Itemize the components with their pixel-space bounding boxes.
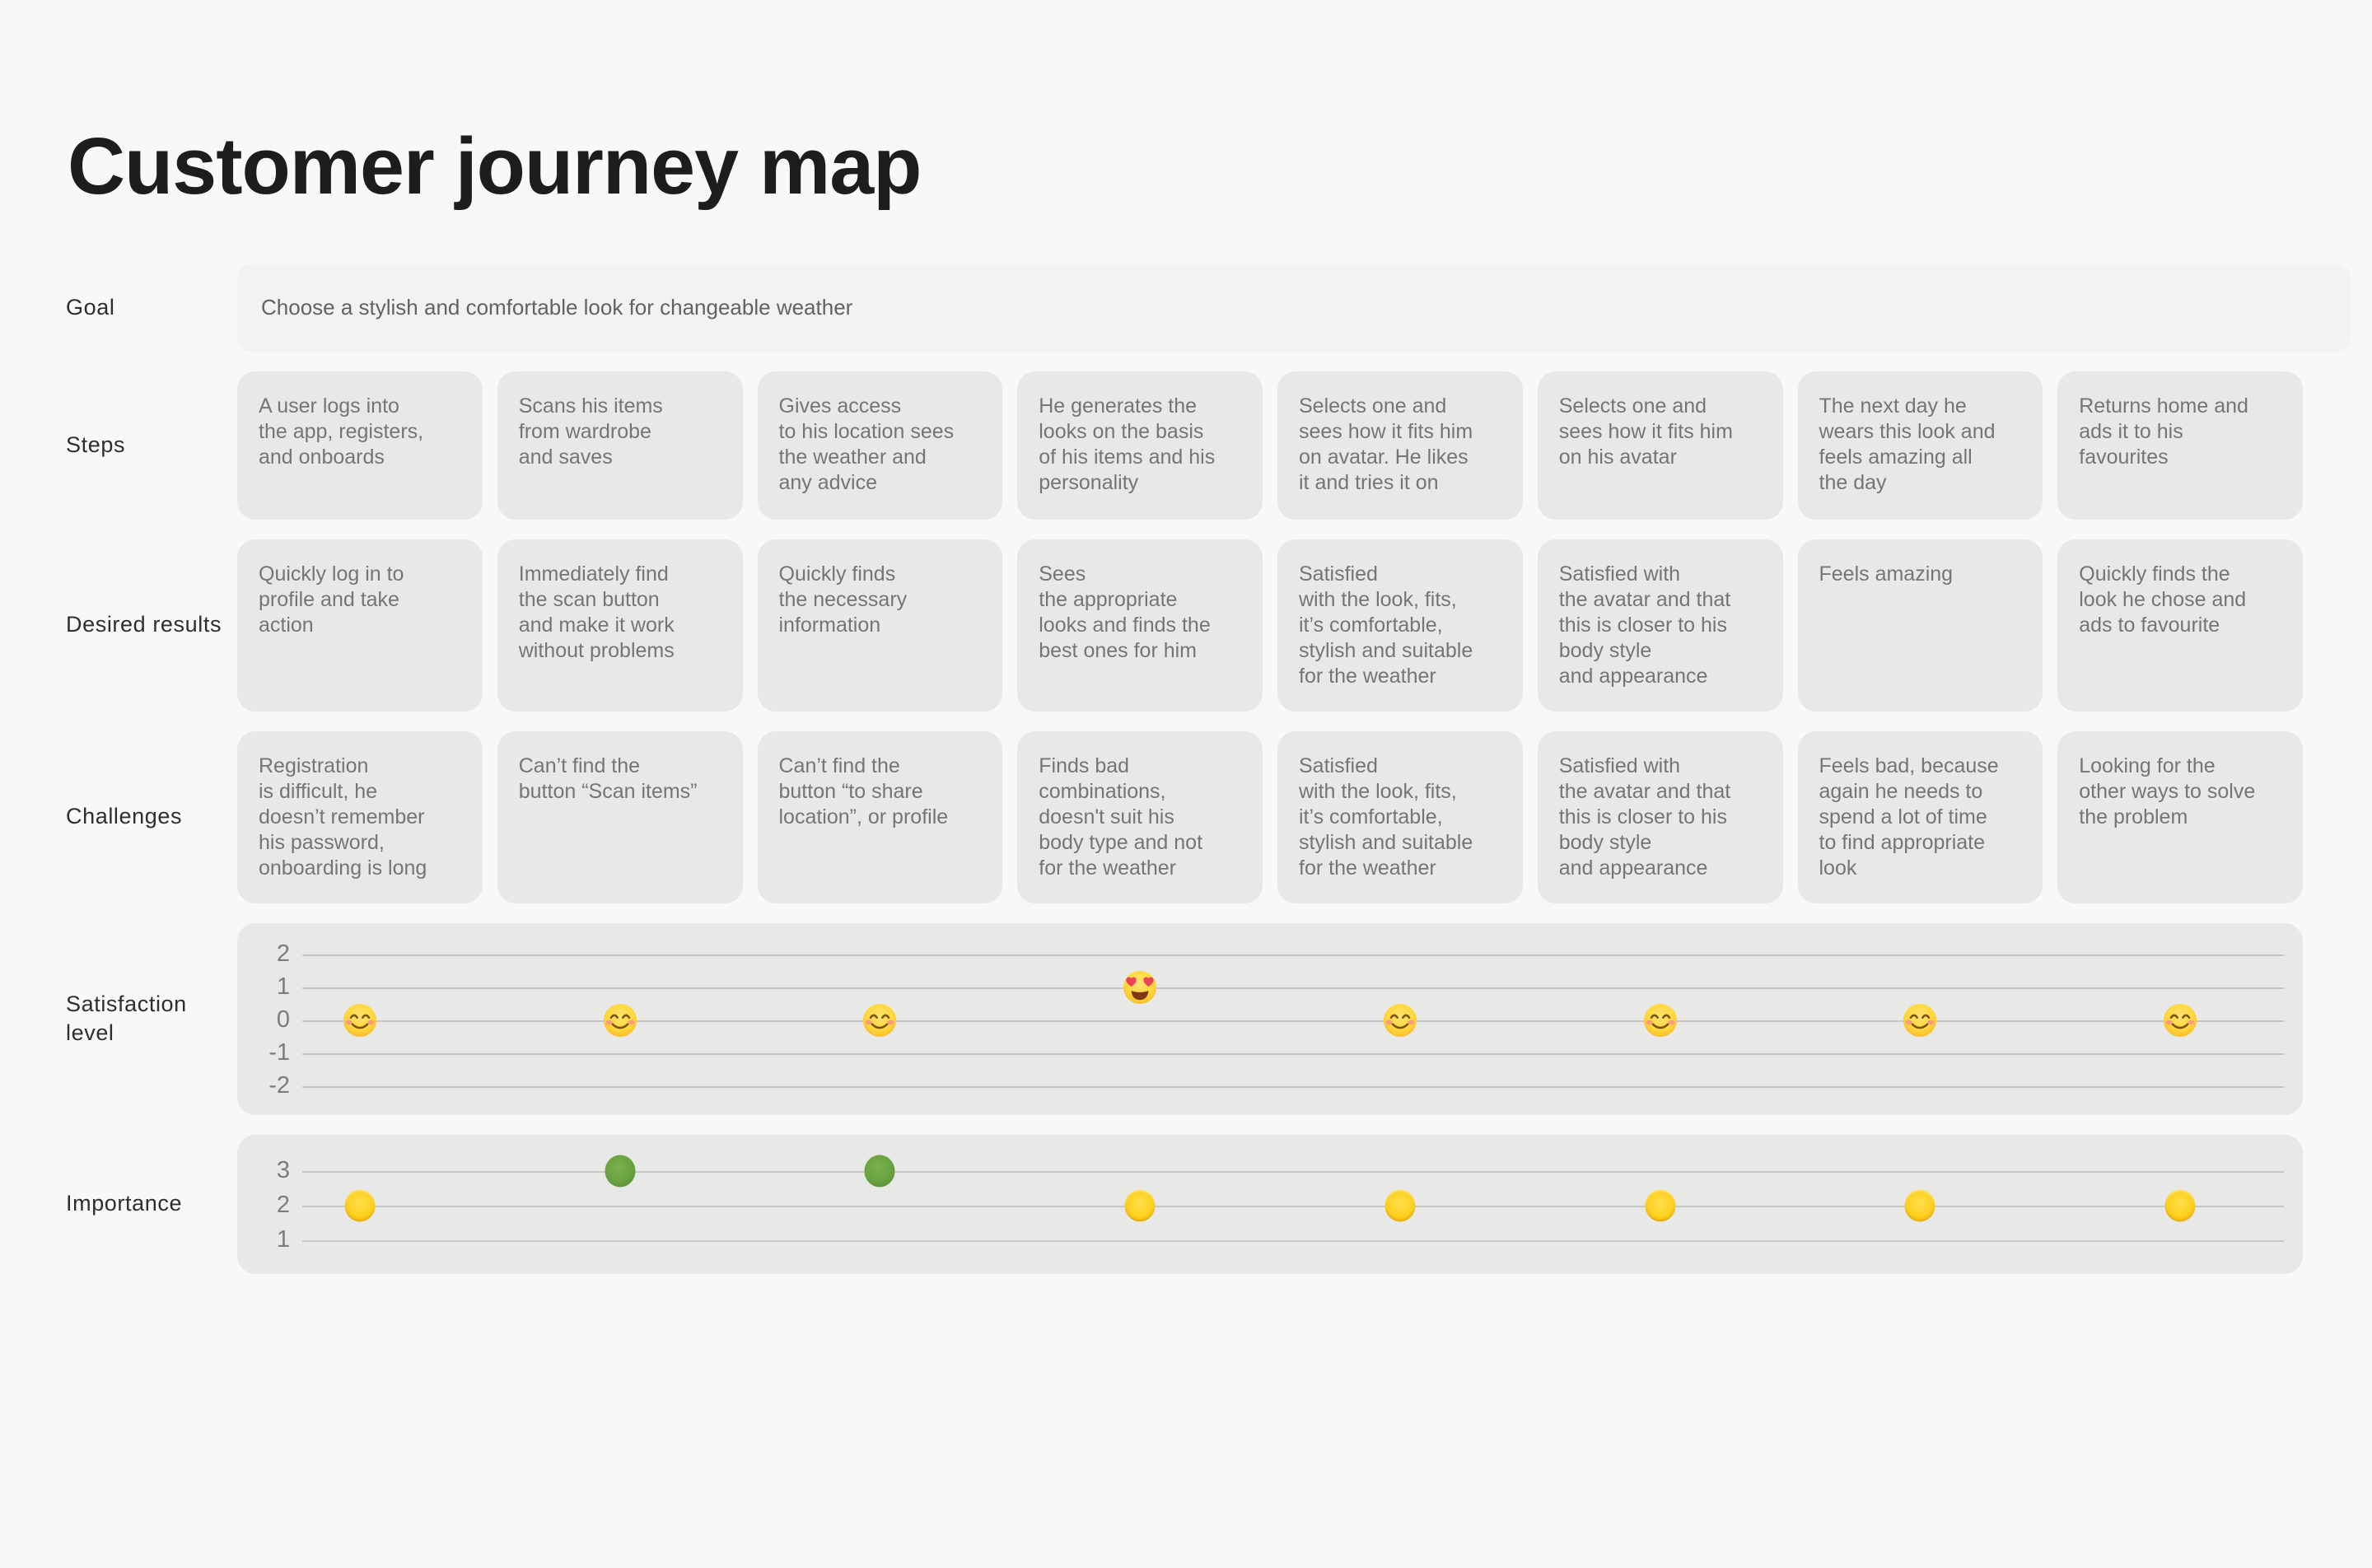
goal-row: Goal Choose a stylish and comfortable lo… bbox=[66, 264, 2372, 352]
desired-results-row: Desired results Quickly log in to profil… bbox=[66, 539, 2372, 712]
desired-result-card: Sees the appropriate looks and finds the… bbox=[1017, 539, 1263, 712]
challenge-card: Feels bad, because again he needs to spe… bbox=[1797, 730, 2043, 903]
smiling-face-emoji bbox=[343, 1002, 377, 1038]
desired-results-cards: Quickly log in to profile and take actio… bbox=[237, 539, 2303, 712]
journey-map-grid: Goal Choose a stylish and comfortable lo… bbox=[66, 264, 2372, 1274]
smiling-face-emoji bbox=[1643, 1002, 1678, 1038]
smiling-face-emoji bbox=[2163, 1002, 2197, 1038]
importance-row: Importance 3 2 1 bbox=[66, 1134, 2372, 1274]
challenge-card: Can’t find the button “Scan items” bbox=[497, 730, 743, 903]
y-axis-tick-label: -2 bbox=[268, 1071, 290, 1099]
yellow-dot bbox=[1904, 1189, 1935, 1222]
desired-result-card: Immediately find the scan button and mak… bbox=[497, 539, 743, 712]
steps-row-label: Steps bbox=[66, 432, 126, 457]
challenge-card: Can’t find the button “to share location… bbox=[757, 730, 1003, 903]
yellow-dot bbox=[2164, 1189, 2196, 1222]
y-axis-tick-label: 2 bbox=[276, 1191, 290, 1218]
satisfaction-level-chart: 2 1 0 -1 -2 bbox=[237, 922, 2303, 1115]
step-card: Selects one and sees how it fits him on … bbox=[1537, 371, 1783, 520]
gridline bbox=[302, 987, 2284, 989]
importance-chart: 3 2 1 bbox=[237, 1134, 2303, 1274]
yellow-dot bbox=[1645, 1189, 1676, 1222]
desired-result-card: Satisfied with the look, fits, it’s comf… bbox=[1277, 539, 1523, 712]
goal-row-label: Goal bbox=[66, 294, 115, 320]
y-axis-tick-label: 1 bbox=[276, 1225, 290, 1253]
importance-row-label: Importance bbox=[66, 1191, 183, 1216]
page-title: Customer journey map bbox=[68, 121, 922, 211]
challenge-card: Satisfied with the avatar and that this … bbox=[1537, 730, 1783, 903]
step-card: Scans his items from wardrobe and saves bbox=[497, 371, 743, 520]
desired-result-card: Quickly finds the necessary information bbox=[757, 539, 1003, 712]
desired-result-card: Feels amazing bbox=[1797, 539, 2043, 712]
gridline bbox=[302, 1239, 2284, 1242]
challenge-card: Looking for the other ways to solve the … bbox=[2057, 730, 2303, 903]
y-axis-tick-label: -1 bbox=[268, 1038, 290, 1066]
challenge-card: Finds bad combinations, doesn't suit his… bbox=[1017, 730, 1263, 903]
desired-result-card: Quickly log in to profile and take actio… bbox=[237, 539, 483, 712]
challenge-card: Satisfied with the look, fits, it’s comf… bbox=[1277, 730, 1523, 903]
challenges-cards: Registration is difficult, he doesn’t re… bbox=[237, 730, 2303, 903]
step-card: The next day he wears this look and feel… bbox=[1797, 371, 2043, 520]
yellow-dot bbox=[344, 1189, 376, 1222]
y-axis-tick-label: 0 bbox=[276, 1006, 290, 1033]
steps-row: Steps A user logs into the app, register… bbox=[66, 371, 2372, 520]
y-axis-tick-label: 3 bbox=[276, 1156, 290, 1183]
goal-card: Choose a stylish and comfortable look fo… bbox=[237, 264, 2351, 352]
step-card: He generates the looks on the basis of h… bbox=[1017, 371, 1263, 520]
challenges-row: Challenges Registration is difficult, he… bbox=[66, 730, 2372, 903]
gridline bbox=[302, 1170, 2284, 1173]
desired-result-card: Quickly finds the look he chose and ads … bbox=[2057, 539, 2303, 712]
smiling-face-emoji bbox=[1383, 1002, 1417, 1038]
green-dot bbox=[605, 1155, 636, 1188]
y-axis-tick-label: 2 bbox=[276, 940, 290, 967]
heart-eyes-emoji bbox=[1123, 969, 1157, 1006]
gridline bbox=[302, 1052, 2284, 1055]
satisfaction-level-row: Satisfaction level 2 1 0 -1 -2 bbox=[66, 922, 2372, 1115]
y-axis-tick-label: 1 bbox=[276, 973, 290, 1000]
smiling-face-emoji bbox=[862, 1002, 897, 1038]
yellow-dot bbox=[1124, 1189, 1156, 1222]
steps-cards: A user logs into the app, registers, and… bbox=[237, 371, 2303, 520]
step-card: Returns home and ads it to his favourite… bbox=[2057, 371, 2303, 520]
challenges-row-label: Challenges bbox=[66, 804, 183, 829]
satisfaction-level-row-label: Satisfaction level bbox=[66, 991, 187, 1046]
step-card: Selects one and sees how it fits him on … bbox=[1277, 371, 1523, 520]
smiling-face-emoji bbox=[1903, 1002, 1937, 1038]
gridline bbox=[302, 1020, 2284, 1022]
gridline bbox=[302, 1205, 2284, 1207]
smiling-face-emoji bbox=[603, 1002, 637, 1038]
challenge-card: Registration is difficult, he doesn’t re… bbox=[237, 730, 483, 903]
green-dot bbox=[864, 1155, 895, 1188]
goal-text: Choose a stylish and comfortable look fo… bbox=[261, 295, 853, 320]
desired-result-card: Satisfied with the avatar and that this … bbox=[1537, 539, 1783, 712]
gridline bbox=[302, 954, 2284, 956]
yellow-dot bbox=[1384, 1189, 1416, 1222]
step-card: A user logs into the app, registers, and… bbox=[237, 371, 483, 520]
step-card: Gives access to his location sees the we… bbox=[757, 371, 1003, 520]
gridline bbox=[302, 1085, 2284, 1088]
desired-results-row-label: Desired results bbox=[66, 612, 222, 637]
